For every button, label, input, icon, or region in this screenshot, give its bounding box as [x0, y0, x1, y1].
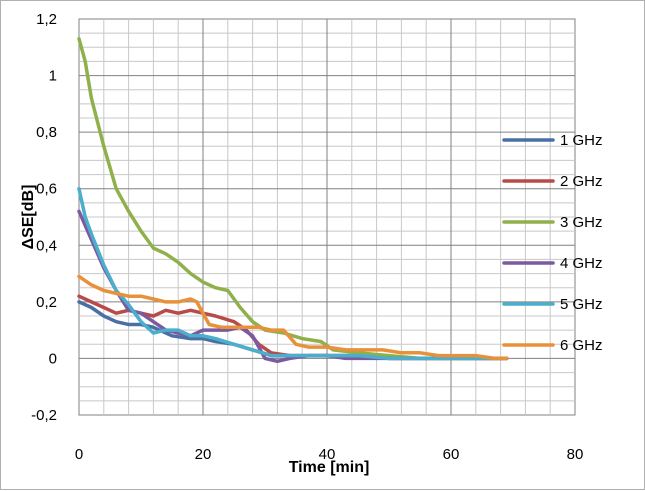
- x-tick-label: 0: [75, 446, 83, 463]
- legend-label: 2 GHz: [560, 173, 603, 190]
- legend-label: 3 GHz: [560, 214, 603, 231]
- series-line: [77, 37, 509, 361]
- legend: 1 GHz 2 GHz 3 GHz 4 GHz 5 GHz 6 GHz: [502, 132, 603, 354]
- x-tick-label: 40: [319, 446, 336, 463]
- x-tick-label: 80: [567, 446, 584, 463]
- y-tick-label: 1: [49, 68, 57, 85]
- y-tick-label: 0,2: [36, 294, 57, 311]
- x-axis-tick-labels: 0 20 40 60 80: [75, 446, 584, 463]
- y-tick-label: 0,8: [36, 124, 57, 141]
- series-line: [77, 274, 509, 361]
- legend-label: 1 GHz: [560, 132, 603, 149]
- y-axis-tick-labels: -0,2 0 0,2 0,4 0,6 0,8 1 1,2: [31, 11, 57, 424]
- legend-label: 5 GHz: [560, 296, 603, 313]
- x-axis-title: Time [min]: [289, 459, 370, 476]
- y-tick-label: 0,6: [36, 181, 57, 198]
- legend-label: 4 GHz: [560, 255, 603, 272]
- legend-label: 6 GHz: [560, 337, 603, 354]
- y-tick-label: 0,4: [36, 237, 57, 254]
- x-tick-label: 20: [195, 446, 212, 463]
- y-tick-label: 0: [49, 350, 57, 367]
- series-line: [77, 186, 509, 361]
- x-tick-label: 60: [443, 446, 460, 463]
- y-tick-label: 1,2: [36, 11, 57, 28]
- y-axis-title: ΔSE[dB]: [20, 185, 37, 250]
- y-tick-label: -0,2: [31, 407, 57, 424]
- series-lines: [77, 37, 509, 364]
